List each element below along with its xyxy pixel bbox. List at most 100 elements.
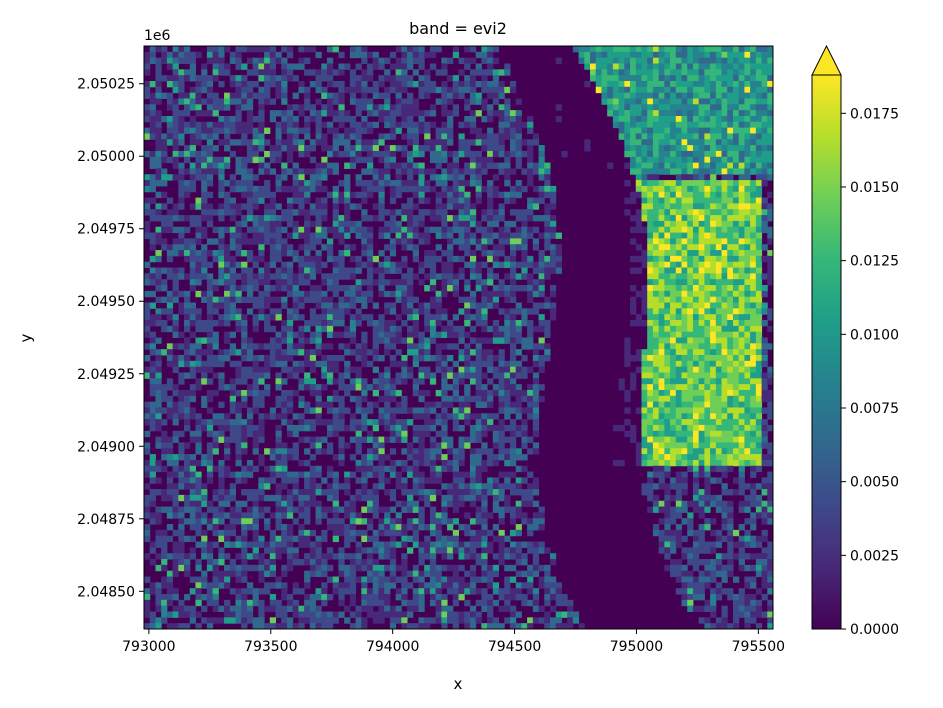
heatmap-cell bbox=[212, 51, 219, 59]
heatmap-cell bbox=[246, 337, 254, 344]
heatmap-cell bbox=[252, 127, 259, 134]
heatmap-cell bbox=[178, 110, 185, 117]
heatmap-cell bbox=[635, 442, 642, 449]
heatmap-cell bbox=[612, 46, 620, 53]
heatmap-cell bbox=[458, 325, 465, 333]
heatmap-cell bbox=[664, 232, 671, 239]
heatmap-cell bbox=[252, 215, 259, 222]
heatmap-cell bbox=[206, 215, 214, 222]
heatmap-cell bbox=[464, 320, 471, 327]
heatmap-cell bbox=[750, 232, 757, 239]
heatmap-cell bbox=[515, 407, 522, 414]
heatmap-cell bbox=[144, 133, 151, 140]
heatmap-cell bbox=[641, 384, 648, 391]
heatmap-cell bbox=[429, 285, 437, 292]
heatmap-cell bbox=[515, 215, 522, 222]
heatmap-cell bbox=[229, 384, 236, 391]
heatmap-cell bbox=[246, 372, 254, 379]
heatmap-cell bbox=[647, 46, 654, 53]
heatmap-cell bbox=[664, 46, 671, 53]
heatmap-cell bbox=[315, 320, 322, 327]
heatmap-cell bbox=[750, 407, 757, 414]
heatmap-cell bbox=[527, 366, 534, 373]
heatmap-cell bbox=[241, 436, 248, 443]
heatmap-cell bbox=[732, 215, 740, 222]
heatmap-cell bbox=[532, 360, 540, 368]
heatmap-cell bbox=[452, 75, 459, 82]
heatmap-cell bbox=[675, 51, 683, 59]
heatmap-cell bbox=[315, 197, 322, 204]
heatmap-cell bbox=[332, 320, 339, 327]
heatmap-cell bbox=[447, 115, 454, 123]
heatmap-cell bbox=[458, 209, 465, 216]
heatmap-cell bbox=[715, 401, 723, 408]
heatmap-cell bbox=[647, 220, 654, 228]
heatmap-cell bbox=[692, 395, 700, 403]
heatmap-cell bbox=[246, 185, 254, 193]
heatmap-cell bbox=[647, 232, 654, 239]
heatmap-cell bbox=[612, 51, 620, 59]
heatmap-cell bbox=[309, 209, 317, 216]
heatmap-cell bbox=[681, 150, 688, 158]
heatmap-cell bbox=[298, 302, 305, 309]
heatmap-cell bbox=[429, 80, 437, 88]
heatmap-cell bbox=[389, 308, 397, 315]
heatmap-cell bbox=[532, 308, 540, 315]
heatmap-cell bbox=[338, 320, 345, 327]
heatmap-cell bbox=[721, 46, 728, 53]
heatmap-cell bbox=[269, 150, 277, 158]
heatmap-cell bbox=[252, 63, 259, 70]
heatmap-cell bbox=[281, 285, 288, 292]
heatmap-cell bbox=[321, 209, 328, 216]
heatmap-cell bbox=[224, 127, 231, 134]
heatmap-cell bbox=[281, 378, 288, 385]
heatmap-cell bbox=[704, 226, 711, 234]
heatmap-cell bbox=[692, 261, 700, 269]
heatmap-cell bbox=[721, 273, 728, 280]
heatmap-cell bbox=[515, 372, 522, 379]
heatmap-cell bbox=[144, 325, 151, 333]
heatmap-cell bbox=[241, 354, 248, 362]
heatmap-cell bbox=[532, 378, 540, 385]
heatmap-cell bbox=[727, 314, 734, 321]
heatmap-cell bbox=[761, 127, 768, 134]
heatmap-cell bbox=[664, 290, 671, 298]
heatmap-cell bbox=[424, 168, 431, 175]
heatmap-cell bbox=[487, 366, 494, 373]
heatmap-cell bbox=[184, 215, 191, 222]
heatmap-cell bbox=[326, 273, 334, 280]
heatmap-cell bbox=[166, 267, 174, 274]
heatmap-cell bbox=[544, 203, 551, 210]
heatmap-cell bbox=[412, 413, 419, 420]
heatmap-cell bbox=[755, 98, 763, 105]
heatmap-cell bbox=[670, 133, 677, 140]
heatmap-cell bbox=[687, 279, 694, 286]
heatmap-cell bbox=[509, 220, 517, 228]
heatmap-cell bbox=[652, 331, 660, 338]
heatmap-cell bbox=[229, 197, 236, 204]
heatmap-cell bbox=[681, 145, 688, 152]
heatmap-cell bbox=[149, 162, 156, 169]
heatmap-cell bbox=[704, 80, 711, 88]
heatmap-cell bbox=[624, 349, 631, 356]
heatmap-cell bbox=[681, 424, 688, 432]
heatmap-cell bbox=[372, 436, 379, 443]
heatmap-cell bbox=[275, 121, 282, 129]
heatmap-cell bbox=[487, 232, 494, 239]
heatmap-cell bbox=[326, 226, 334, 234]
heatmap-cell bbox=[395, 401, 402, 408]
heatmap-cell bbox=[692, 168, 700, 175]
heatmap-cell bbox=[395, 232, 402, 239]
heatmap-cell bbox=[326, 360, 334, 368]
heatmap-cell bbox=[670, 366, 677, 373]
heatmap-cell bbox=[292, 197, 299, 204]
heatmap-cell bbox=[681, 436, 688, 443]
heatmap-cell bbox=[612, 80, 620, 88]
heatmap-cell bbox=[698, 51, 705, 59]
heatmap-cell bbox=[195, 279, 202, 286]
heatmap-cell bbox=[212, 448, 219, 455]
heatmap-cell bbox=[241, 86, 248, 94]
heatmap-cell bbox=[195, 354, 202, 362]
heatmap-cell bbox=[401, 110, 408, 117]
heatmap-cell bbox=[275, 203, 282, 210]
